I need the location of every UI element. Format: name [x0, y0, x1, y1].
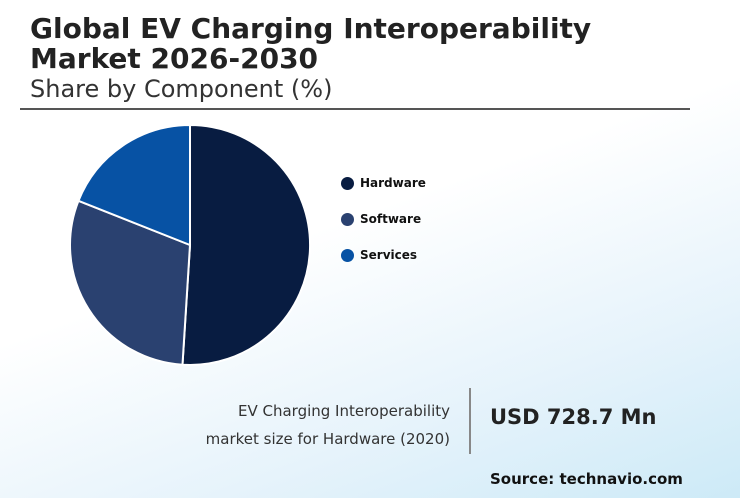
legend-label-hardware: Hardware — [360, 176, 426, 190]
legend-swatch-services — [341, 249, 354, 262]
legend-label-services: Services — [360, 248, 418, 262]
legend-item-software: Software — [341, 211, 426, 247]
pie-slice-services — [77, 123, 191, 247]
pie-slice-hardware — [181, 123, 312, 366]
source-credit: Source: technavio.com — [490, 470, 683, 488]
legend-item-services: Services — [341, 247, 426, 283]
caption-divider — [469, 388, 471, 454]
chart-title: Global EV Charging Interoperability Mark… — [30, 12, 592, 75]
pie-chart — [69, 123, 312, 366]
title-divider — [20, 108, 690, 110]
legend-item-hardware: Hardware — [341, 175, 426, 211]
legend: Hardware Software Services — [341, 175, 426, 283]
legend-swatch-hardware — [341, 177, 354, 190]
market-size-value: USD 728.7 Mn — [490, 405, 657, 429]
title-block: Global EV Charging Interoperability Mark… — [30, 14, 710, 104]
caption-line-2: market size for Hardware (2020) — [205, 430, 450, 448]
legend-swatch-software — [341, 213, 354, 226]
caption-line-1: EV Charging Interoperability — [237, 402, 450, 420]
market-size-caption: EV Charging Interoperability market size… — [150, 397, 450, 453]
pie-slice-software — [69, 199, 192, 366]
legend-label-software: Software — [360, 212, 422, 226]
chart-subtitle: Share by Component (%) — [30, 75, 333, 103]
